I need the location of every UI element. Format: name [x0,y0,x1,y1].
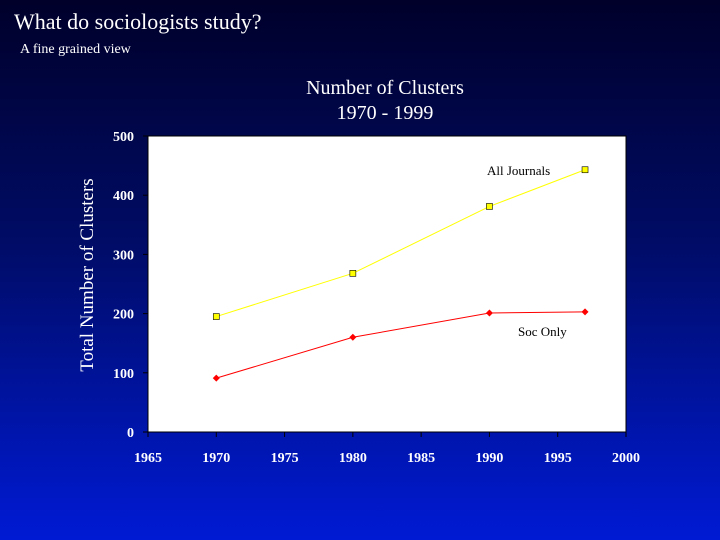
y-tick-label: 400 [113,189,134,204]
data-point [581,166,589,174]
data-point [486,203,493,210]
series-label-2: Soc Only [518,324,567,339]
x-tick-label: 2000 [612,451,640,466]
x-tick-label: 1995 [544,451,572,466]
y-tick-label: 300 [113,248,134,263]
y-tick-label: 200 [113,308,134,323]
x-tick-label: 1985 [407,451,435,466]
y-tick-label: 500 [113,130,134,145]
x-tick-label: 1965 [134,451,162,466]
chart-title: Number of Clusters 1970 - 1999 [260,76,510,126]
series-line-1 [216,169,586,318]
chart-title-line-1: Number of Clusters [306,77,464,99]
slide-subtitle: A fine grained view [20,42,131,57]
x-tick-label: 1980 [339,451,367,466]
x-tick-label: 1990 [475,451,503,466]
x-tick-label: 1970 [202,451,230,466]
plot-area [147,135,627,433]
slide-title: What do sociologists study? [14,9,262,34]
y-tick-label: 100 [113,367,134,382]
x-tick-label: 1975 [271,451,299,466]
series-label-1: All Journals [487,163,550,178]
data-point [349,270,357,277]
data-point [212,374,220,382]
data-point [581,308,589,316]
data-point [212,313,220,320]
y-tick-label: 0 [127,426,134,441]
series-line-2 [216,311,586,379]
data-point [349,333,357,341]
chart-title-line-2: 1970 - 1999 [336,102,434,124]
data-point [485,309,493,317]
